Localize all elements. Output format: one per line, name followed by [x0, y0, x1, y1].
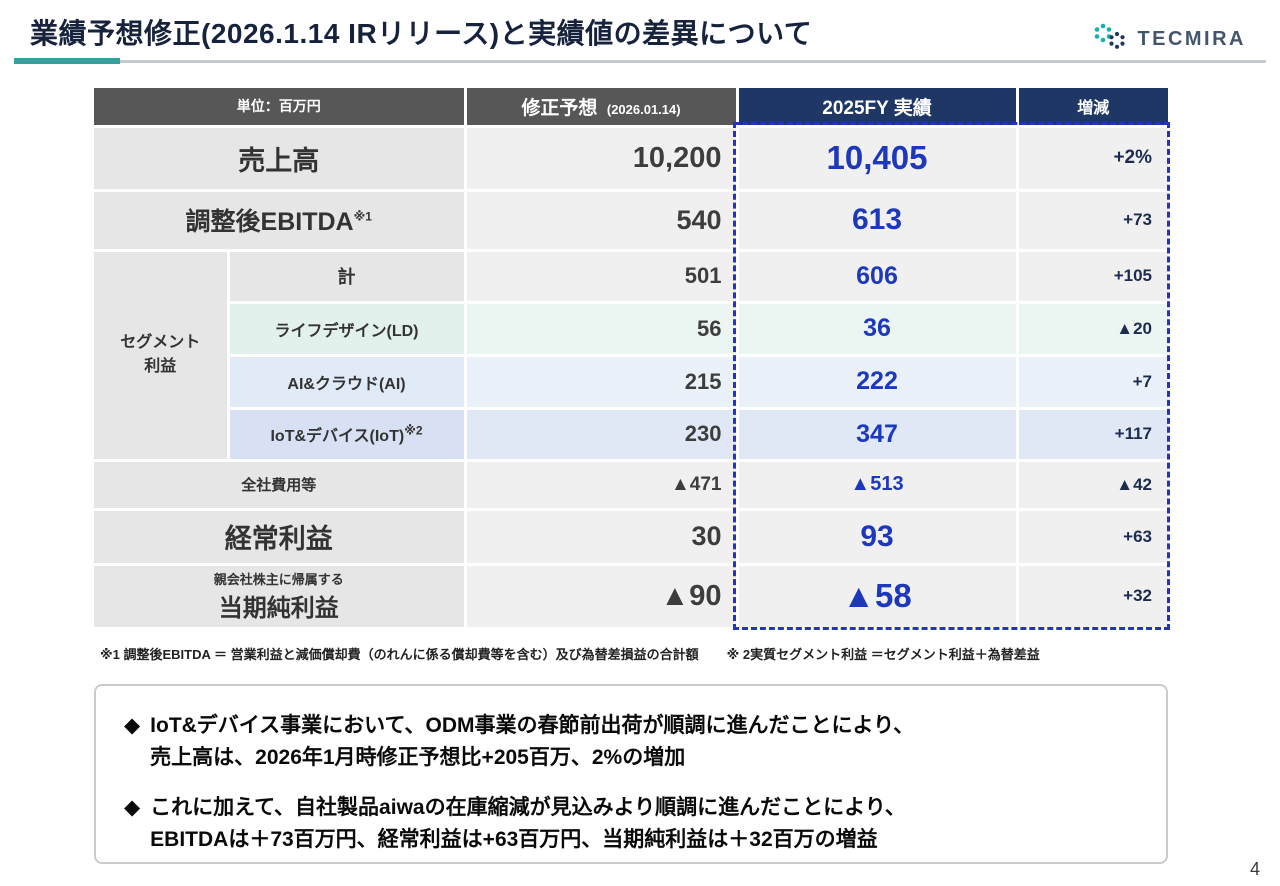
cell-label: IoT&デバイス(IoT)※2 [228, 408, 467, 462]
forecast-header-date: (2026.01.14) [606, 101, 681, 117]
col-header-actual: 2025FY 実績 [737, 88, 1019, 128]
table-row-lifedesign: ライフデザイン(LD) 56 36 ▲20 [94, 302, 1168, 357]
table-row-segment-total: セグメント 利益 計 501 606 +105 [94, 250, 1168, 462]
cell-change: +2% [1017, 126, 1168, 192]
note-text: これに加えて、自社製品aiwaの在庫縮減が見込みより順調に進んだことにより、 E… [150, 792, 906, 856]
note-item: ◆ これに加えて、自社製品aiwaの在庫縮減が見込みより順調に進んだことにより、… [124, 792, 1138, 856]
cell-forecast: 56 [465, 302, 739, 357]
results-table: 単位：百万円 修正予想 (2026.01.14) 2025FY 実績 増減 売上… [94, 88, 1168, 630]
cell-actual: 606 [737, 250, 1019, 304]
col-header-unit: 単位：百万円 [94, 88, 467, 128]
cell-label: AI&クラウド(AI) [228, 355, 467, 410]
cell-change: +105 [1017, 250, 1168, 304]
diamond-bullet-icon: ◆ [124, 714, 141, 737]
table-row-sales: 売上高 10,200 10,405 +2% [94, 126, 1168, 192]
footnote-ref-1: ※1 [353, 209, 372, 224]
note-item: ◆ IoT&デバイス事業において、ODM事業の春節前出荷が順調に進んだことにより… [124, 710, 1138, 774]
table-row-ebitda: 調整後EBITDA※1 540 613 +73 [94, 190, 1168, 252]
note-line: 売上高は、2026年1月時修正予想比+205百万、2%の増加 [150, 745, 686, 769]
note-line: これに加えて、自社製品aiwaの在庫縮減が見込みより順調に進んだことにより、 [150, 795, 906, 819]
cell-label: 計 [228, 250, 467, 304]
cell-actual: 36 [737, 302, 1019, 357]
cell-label: ライフデザイン(LD) [228, 302, 467, 357]
net-income-label-small: 親会社株主に帰属する [213, 572, 344, 587]
cell-label: 売上高 [94, 126, 467, 192]
cell-actual: ▲58 [737, 564, 1019, 630]
table-row-iot-device: IoT&デバイス(IoT)※2 230 347 +117 [94, 408, 1168, 462]
cell-actual: 222 [737, 355, 1019, 410]
cell-change: +7 [1017, 355, 1168, 410]
net-income-label: 当期純利益 [218, 595, 339, 622]
table-row-corporate-costs: 全社費用等 ▲471 ▲513 ▲42 [94, 460, 1168, 511]
commentary-box: ◆ IoT&デバイス事業において、ODM事業の春節前出荷が順調に進んだことにより… [94, 684, 1168, 864]
table-row-ordinary-income: 経常利益 30 93 +63 [94, 509, 1168, 566]
footnote-2: ※ 2実質セグメント利益 ＝セグメント利益＋為替差益 [726, 647, 1040, 662]
cell-label: 親会社株主に帰属する 当期純利益 [94, 564, 467, 630]
forecast-header-label: 修正予想 [521, 97, 598, 119]
cell-forecast: ▲90 [465, 564, 739, 630]
col-header-forecast: 修正予想 (2026.01.14) [465, 88, 739, 128]
cell-label: 調整後EBITDA※1 [94, 190, 467, 252]
cell-change: ▲42 [1017, 460, 1168, 511]
footnote-1: ※1 調整後EBITDA ＝ 営業利益と減価償却費（のれんに係る償却費等を含む）… [100, 647, 699, 662]
cell-actual: 347 [737, 408, 1019, 462]
note-line: IoT&デバイス事業において、ODM事業の春節前出荷が順調に進んだことにより、 [150, 714, 915, 737]
cell-change: +32 [1017, 564, 1168, 630]
table-footnotes: ※1 調整後EBITDA ＝ 営業利益と減価償却費（のれんに係る償却費等を含む）… [100, 644, 1068, 663]
cell-forecast: 215 [465, 355, 739, 410]
ebitda-label: 調整後EBITDA [185, 208, 354, 236]
company-logo: TECMIRA [1092, 22, 1246, 57]
table-header-row: 単位：百万円 修正予想 (2026.01.14) 2025FY 実績 増減 [94, 88, 1168, 128]
cell-change: +117 [1017, 408, 1168, 462]
cell-change: +73 [1017, 190, 1168, 252]
tecmira-logo-icon [1092, 22, 1128, 57]
cell-actual: ▲513 [737, 460, 1019, 511]
logo-wordmark: TECMIRA [1137, 28, 1246, 50]
cell-forecast: 501 [465, 250, 739, 304]
title-underline-accent [14, 58, 120, 64]
cell-actual: 10,405 [737, 126, 1019, 192]
cell-forecast: 230 [465, 408, 739, 462]
note-line: EBITDAは＋73百万円、経常利益は+63百万円、当期純利益は＋32百万の増益 [150, 827, 878, 851]
cell-forecast: 540 [465, 190, 739, 252]
diamond-bullet-icon: ◆ [124, 795, 141, 819]
footnote-ref-2: ※2 [404, 423, 423, 438]
col-header-change: 増減 [1017, 88, 1168, 128]
note-text: IoT&デバイス事業において、ODM事業の春節前出荷が順調に進んだことにより、 … [150, 710, 914, 774]
cell-change: +63 [1017, 509, 1168, 566]
page-title: 業績予想修正(2026.1.14 IRリリース)と実績値の差異について [30, 18, 813, 49]
page-number: 4 [1249, 859, 1260, 879]
cell-label: 経常利益 [94, 509, 467, 566]
cell-actual: 613 [737, 190, 1019, 252]
segment-group-label: セグメント 利益 [94, 250, 230, 462]
cell-forecast: ▲471 [465, 460, 739, 511]
cell-change: ▲20 [1017, 302, 1168, 357]
results-table-wrap: 単位：百万円 修正予想 (2026.01.14) 2025FY 実績 増減 売上… [94, 88, 1170, 630]
title-underline-rule [120, 59, 1266, 63]
cell-forecast: 10,200 [465, 126, 739, 192]
iot-label: IoT&デバイス(IoT) [270, 428, 405, 445]
table-row-net-income: 親会社株主に帰属する 当期純利益 ▲90 ▲58 +32 [94, 564, 1168, 630]
cell-label: 全社費用等 [94, 460, 467, 511]
table-row-ai-cloud: AI&クラウド(AI) 215 222 +7 [94, 355, 1168, 410]
cell-forecast: 30 [465, 509, 739, 566]
cell-actual: 93 [737, 509, 1019, 566]
title-underline [14, 58, 1266, 64]
